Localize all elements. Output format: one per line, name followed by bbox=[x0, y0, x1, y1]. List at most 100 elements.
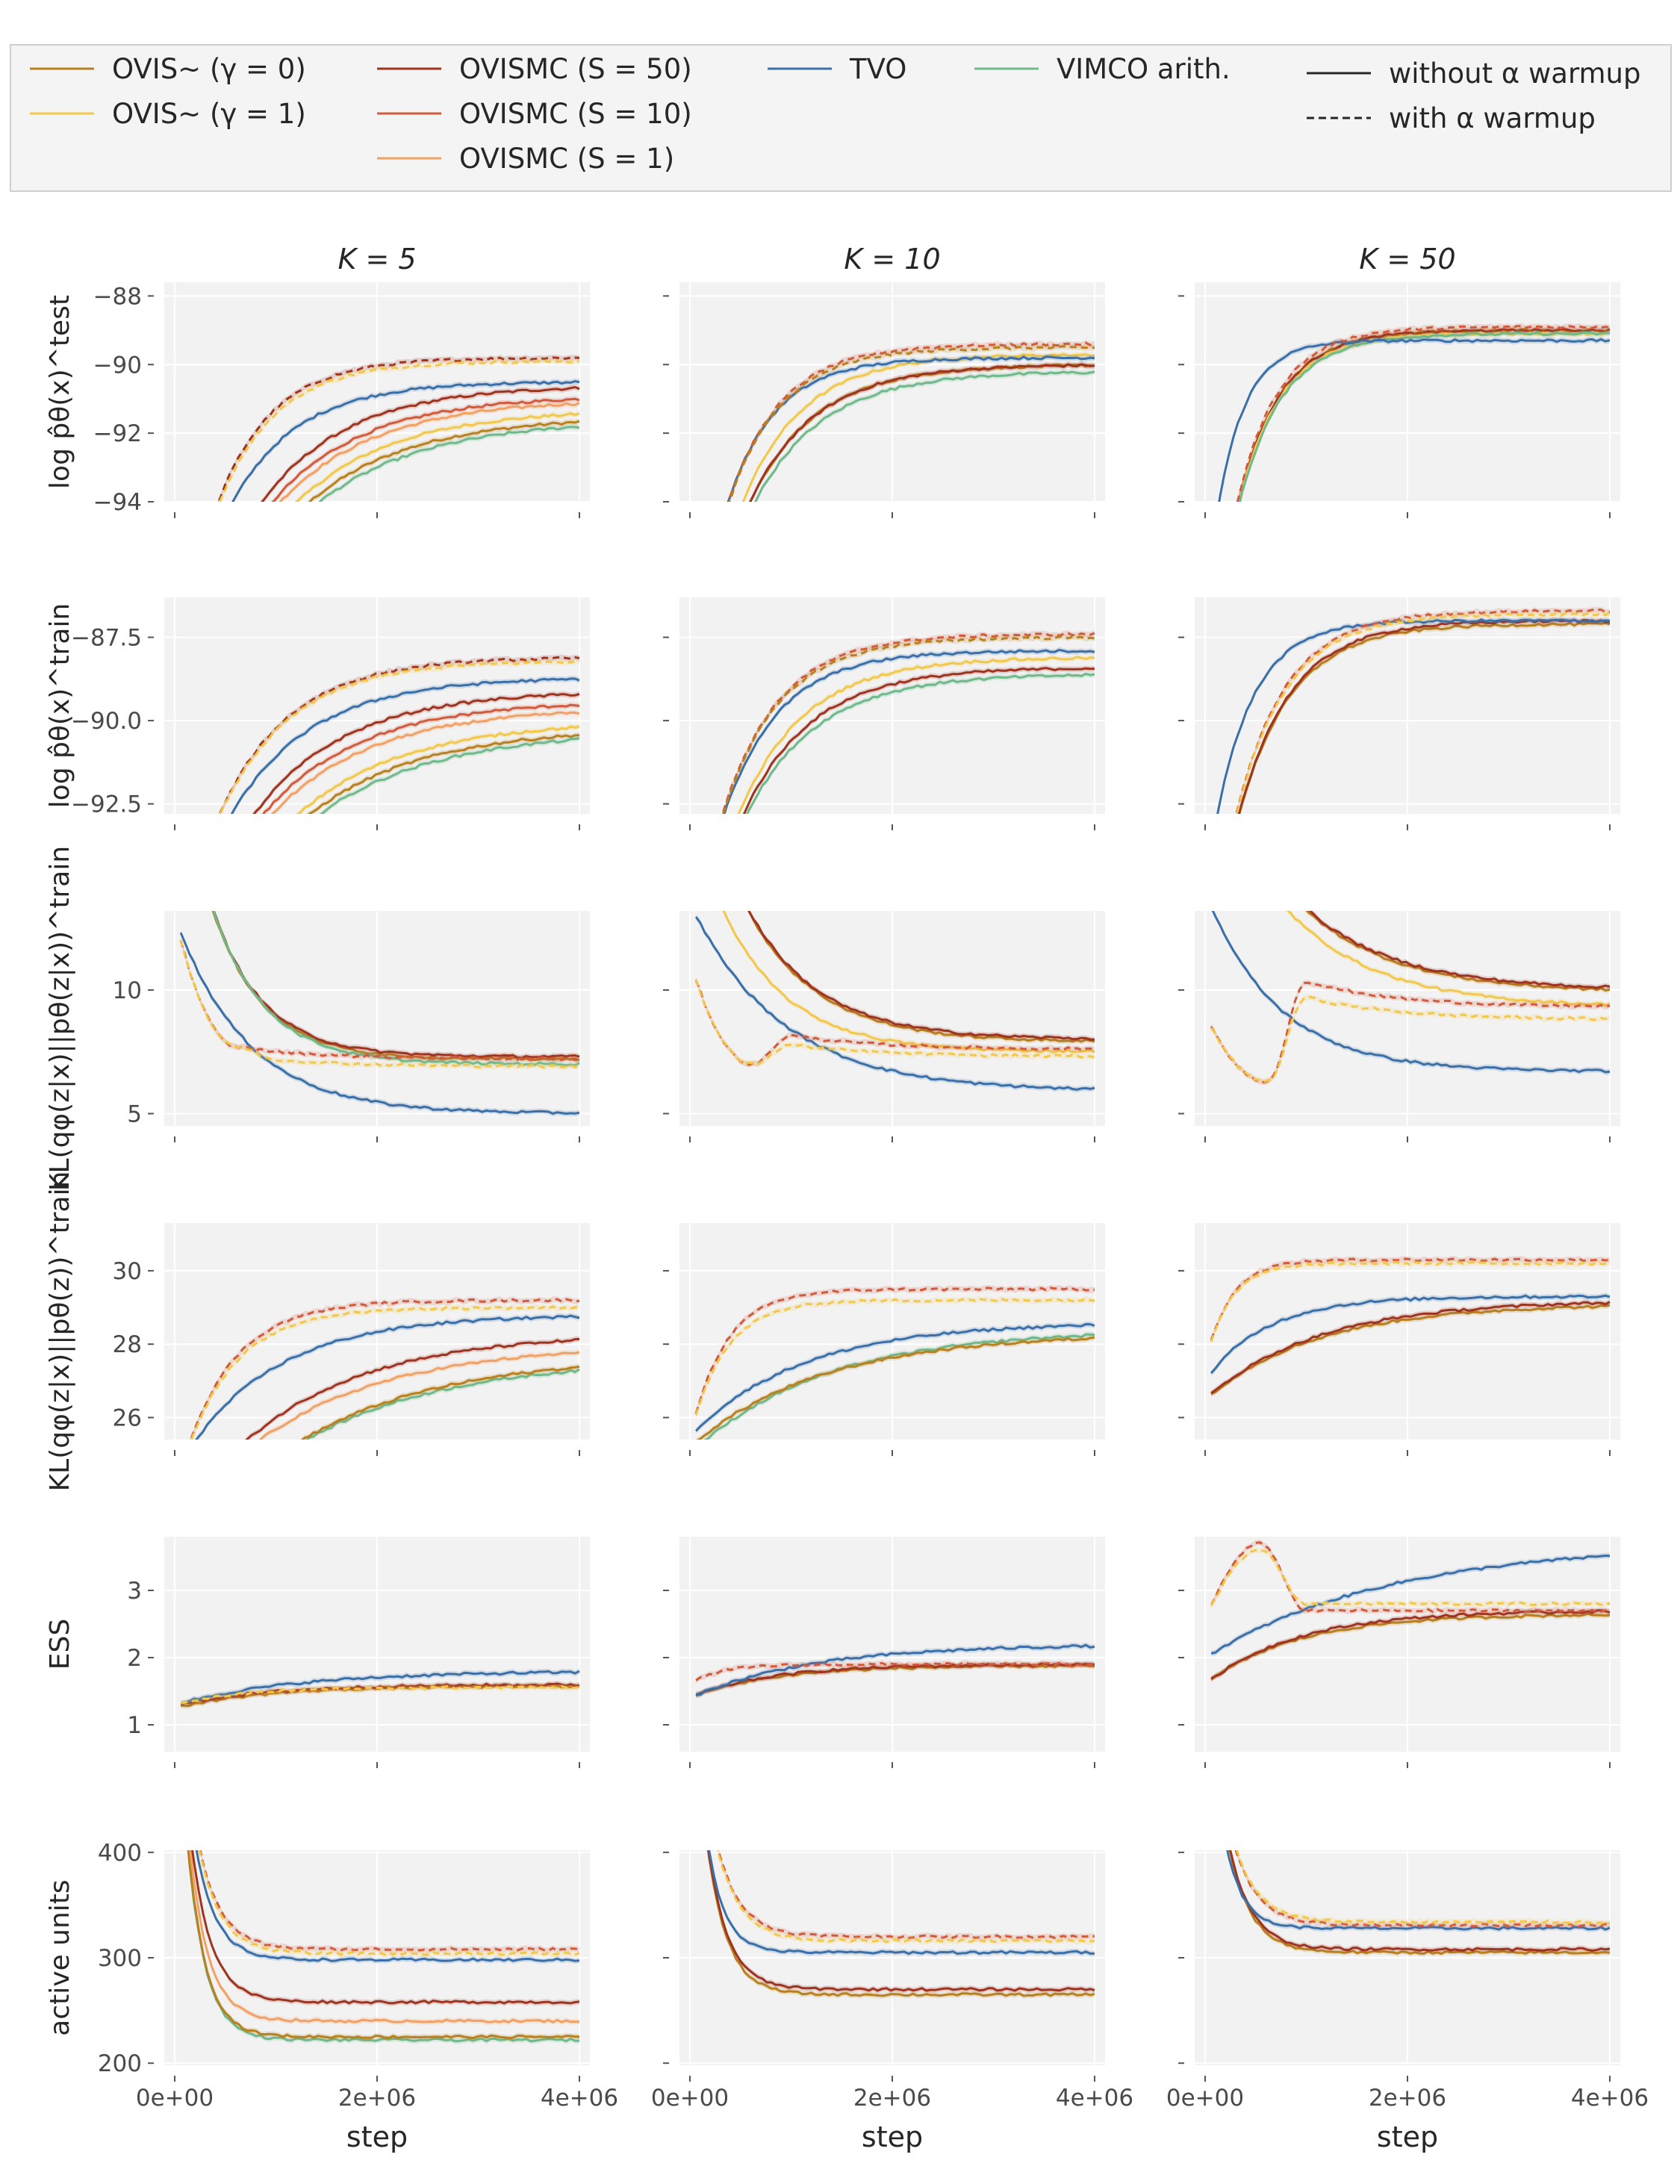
series-line-ovis-0-warmup bbox=[728, 345, 1095, 502]
series-line-ovis-1 bbox=[737, 656, 1095, 814]
series-line-ovis-1-warmup bbox=[198, 1850, 580, 1956]
y-tick-label: 10 bbox=[113, 977, 142, 1004]
series-line-ovis-1 bbox=[295, 411, 580, 502]
legend-entry-ovismc-s-10: OVISMC (S = 10) bbox=[377, 98, 692, 130]
series-line-ovismc-s-10-warmup bbox=[721, 632, 1095, 814]
panel-r1-c1: −88 −90 −92 −94 bbox=[93, 282, 590, 518]
series-line-tvo bbox=[1210, 1294, 1611, 1375]
y-tick-label: −90 bbox=[93, 352, 142, 379]
series-band-ovis-1 bbox=[696, 976, 1095, 1068]
series-line-ovismc-s-1 bbox=[279, 402, 580, 502]
series-line-tvo bbox=[1218, 337, 1611, 502]
panel-r4-c2 bbox=[663, 1223, 1105, 1456]
series-line-ovis-0 bbox=[1228, 1850, 1611, 1956]
series-line-vimco-arith bbox=[754, 370, 1095, 502]
series-band-ovismc-s-10 bbox=[270, 396, 579, 502]
legend-box bbox=[10, 44, 1672, 192]
panel-r2-c3 bbox=[1178, 597, 1620, 830]
panel-r6-c1: 0e+00 2e+06 4e+06 400 300 200 bbox=[98, 1840, 618, 2112]
series-line-ovis-1-warmup bbox=[1236, 612, 1611, 814]
series-line-ovismc-s-10-warmup bbox=[1235, 608, 1611, 814]
legend: OVIS~ (γ = 0) OVIS~ (γ = 1) OVISMC (S = 50… bbox=[10, 44, 1672, 192]
x-axis-label-1: step bbox=[346, 2121, 408, 2153]
series-line-tvo bbox=[231, 380, 580, 502]
series-group bbox=[180, 1668, 580, 1709]
series-line-ovis-0 bbox=[696, 1336, 1095, 1440]
series-line-ovismc-s-10-warmup bbox=[189, 1298, 580, 1440]
series-band-tvo bbox=[1211, 1292, 1610, 1376]
y-tick-label: −94 bbox=[93, 489, 142, 516]
series-line-ovis-1-warmup bbox=[1210, 1260, 1611, 1343]
series-group bbox=[706, 1850, 1095, 1999]
x-tick-label: 2e+06 bbox=[1369, 2085, 1446, 2112]
series-line-ovismc-s-50 bbox=[1237, 618, 1610, 814]
row-label-5: ESS bbox=[45, 1619, 75, 1670]
legend-entry-with-warmup: with α warmup bbox=[1307, 102, 1596, 134]
x-axis-label-2: step bbox=[862, 2121, 923, 2153]
series-line-ovismc-s-10-warmup bbox=[1210, 1541, 1611, 1614]
series-group bbox=[179, 911, 580, 1117]
row-label-2: log p̂θ(x)^train bbox=[45, 603, 75, 809]
series-line-ovis-0 bbox=[307, 734, 580, 814]
series-line-ovis-0 bbox=[706, 1850, 1095, 1997]
panel-r2-c1: −87.5 −90.0 −92.5 bbox=[71, 597, 590, 830]
series-band-ovismc-s-10 bbox=[261, 702, 579, 814]
x-tick-label: 4e+06 bbox=[1571, 2085, 1649, 2112]
series-group bbox=[1210, 1255, 1611, 1397]
series-line-ovismc-s-50 bbox=[252, 692, 580, 814]
series-band-ovis-0 bbox=[1211, 1302, 1610, 1397]
series-line-ovismc-s-50 bbox=[1210, 1301, 1611, 1395]
y-tick-label: 400 bbox=[98, 1840, 142, 1867]
row-label-1: log p̂θ(x)^test bbox=[45, 295, 75, 489]
legend-entry-tvo: TVO bbox=[768, 53, 906, 85]
legend-label: OVIS~ (γ = 1) bbox=[112, 98, 306, 130]
series-line-ovismc-s-50-warmup bbox=[217, 356, 580, 502]
series-line-ovismc-s-50 bbox=[707, 1850, 1095, 1992]
panel-r3-c1: 10 5 bbox=[113, 911, 590, 1142]
panel-r4-c3 bbox=[1178, 1223, 1620, 1456]
series-band-ovis-1 bbox=[293, 410, 579, 502]
series-group bbox=[1210, 1539, 1611, 1683]
legend-label: without α warmup bbox=[1389, 57, 1640, 90]
legend-entry-vimco-arith: VIMCO arith. bbox=[974, 53, 1231, 85]
legend-entry-ovis-0: OVIS~ (γ = 0) bbox=[30, 53, 306, 85]
series-group bbox=[727, 340, 1095, 502]
series-line-tvo bbox=[230, 677, 580, 814]
y-tick-label: 3 bbox=[127, 1578, 142, 1605]
series-line-ovismc-s-10 bbox=[262, 703, 580, 814]
panel-r1-c2 bbox=[663, 282, 1105, 518]
series-line-tvo bbox=[1211, 911, 1611, 1074]
series-line-ovis-1 bbox=[1287, 911, 1611, 1007]
series-line-ovismc-s-50 bbox=[695, 1662, 1095, 1696]
legend-label: OVISMC (S = 50) bbox=[459, 53, 692, 85]
series-line-ovismc-s-50 bbox=[1210, 1609, 1611, 1680]
series-group bbox=[694, 911, 1095, 1093]
series-line-ovis-1 bbox=[722, 911, 1095, 1054]
series-band-ovis-0 bbox=[1211, 1611, 1610, 1683]
series-band-ovis-1 bbox=[181, 1683, 580, 1706]
series-band-ovismc-s-10 bbox=[1211, 980, 1610, 1086]
legend-entry-ovismc-s-1: OVISMC (S = 1) bbox=[377, 143, 674, 175]
series-line-ovis-1-warmup bbox=[694, 978, 1095, 1065]
series-line-ovis-0 bbox=[1210, 1612, 1611, 1681]
series-line-ovis-1-warmup bbox=[219, 659, 580, 814]
series-line-ovismc-s-10-warmup bbox=[694, 1287, 1095, 1414]
series-line-ovismc-s-10-warmup bbox=[1210, 981, 1611, 1084]
series-line-ovis-1-warmup bbox=[1236, 1850, 1611, 1925]
series-band-ovis-0 bbox=[181, 1682, 580, 1709]
series-band-ovismc-s-10 bbox=[696, 977, 1095, 1068]
x-tick-label: 2e+06 bbox=[338, 2085, 416, 2112]
panel-r3-c2 bbox=[663, 911, 1105, 1142]
y-tick-label: 200 bbox=[98, 2050, 142, 2077]
series-line-ovis-0 bbox=[1210, 1304, 1611, 1396]
series-line-vimco-arith bbox=[746, 672, 1095, 814]
series-group bbox=[218, 654, 580, 814]
series-line-tvo bbox=[723, 648, 1095, 814]
series-line-tvo bbox=[695, 1643, 1095, 1696]
legend-label: OVISMC (S = 1) bbox=[459, 143, 674, 175]
series-band-ovis-0 bbox=[299, 1363, 579, 1440]
series-line-vimco-arith bbox=[703, 1333, 1095, 1440]
x-tick-label: 4e+06 bbox=[541, 2085, 618, 2112]
series-line-ovis-0 bbox=[308, 420, 580, 502]
